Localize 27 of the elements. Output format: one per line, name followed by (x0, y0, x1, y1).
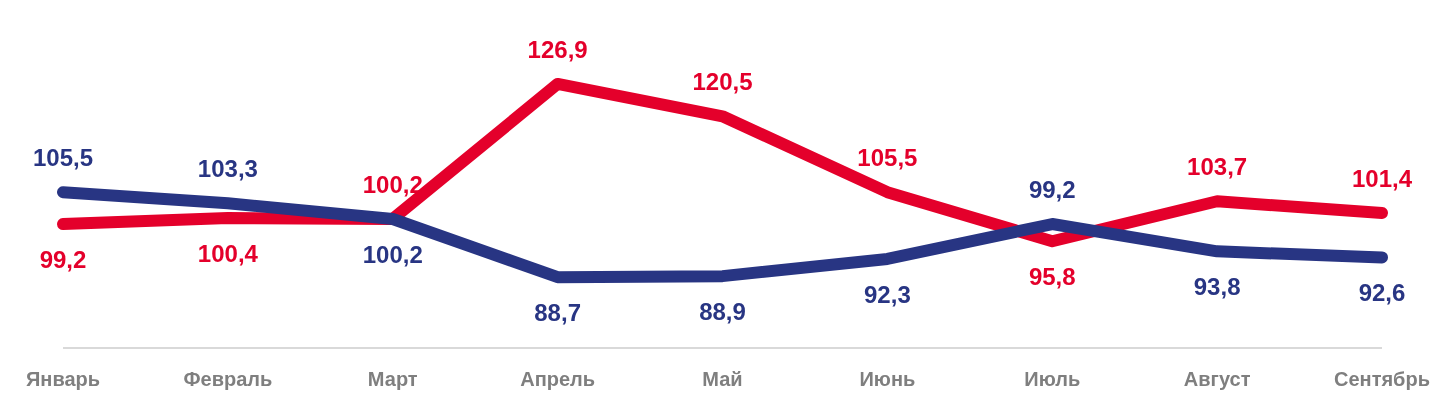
data-label: 88,9 (699, 298, 746, 326)
x-tick-label: Январь (25, 368, 101, 391)
data-label: 88,7 (534, 299, 581, 327)
x-tick-label: Май (702, 368, 743, 391)
data-label: 92,3 (864, 280, 911, 308)
x-tick-label: Июнь (859, 368, 916, 391)
data-label: 93,8 (1193, 273, 1241, 301)
data-label: 100,2 (362, 170, 423, 198)
data-label: 101,4 (1351, 164, 1413, 192)
data-label: 92,6 (1358, 279, 1406, 307)
data-label: 100,2 (362, 240, 423, 268)
data-label: 105,5 (857, 144, 918, 172)
x-tick-label: Апрель (520, 368, 596, 391)
x-tick-label: Февраль (183, 368, 273, 391)
data-label: 99,2 (39, 246, 87, 274)
x-tick-label: Август (1183, 368, 1251, 391)
data-label: 126,9 (527, 35, 588, 63)
x-tick-label: Март (367, 368, 418, 391)
data-label: 103,3 (197, 155, 258, 183)
x-tick-label: Сентябрь (1334, 368, 1430, 391)
data-label: 100,4 (197, 239, 259, 267)
x-tick-label: Июль (1024, 368, 1081, 391)
data-label: 105,5 (32, 144, 94, 172)
data-label: 103,7 (1187, 153, 1248, 181)
data-label: 120,5 (692, 68, 753, 96)
data-label: 95,8 (1028, 263, 1076, 291)
data-label: 99,2 (1028, 176, 1076, 204)
